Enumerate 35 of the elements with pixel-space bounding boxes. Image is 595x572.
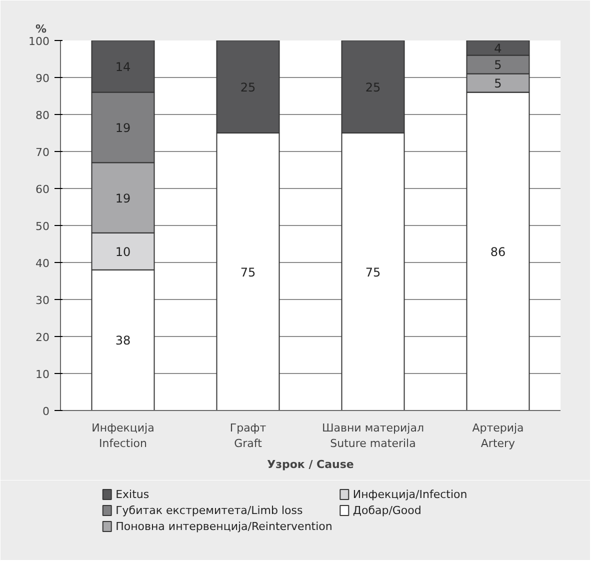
y-tick-label: 100 bbox=[28, 35, 50, 48]
data-label: 5 bbox=[494, 58, 502, 72]
x-tick-label: Артерија Artery bbox=[472, 422, 524, 450]
x-tick-label: Шавни материјал Suture materila bbox=[322, 422, 424, 450]
x-axis-title: Узрок / Cause bbox=[267, 458, 354, 472]
y-axis-title: % bbox=[36, 22, 47, 36]
legend-label: Инфекција/Infection bbox=[352, 488, 468, 501]
y-tick-label: 0 bbox=[42, 405, 50, 418]
y-tick-label: 80 bbox=[36, 109, 50, 122]
legend-label: Добар/Good bbox=[352, 504, 422, 517]
data-label: 19 bbox=[115, 191, 131, 206]
legend-label: Губитак екстремитета/Limb loss bbox=[116, 504, 304, 517]
y-tick-label: 10 bbox=[36, 368, 50, 381]
x-tick-label: Инфекција Infection bbox=[92, 422, 154, 450]
data-label: 10 bbox=[115, 244, 131, 259]
data-label: 19 bbox=[115, 120, 131, 135]
data-label: 86 bbox=[490, 244, 506, 259]
data-label: 25 bbox=[240, 80, 256, 94]
data-label: 25 bbox=[365, 80, 381, 94]
y-tick-label: 20 bbox=[36, 331, 50, 344]
y-tick-label: 30 bbox=[36, 294, 50, 307]
data-label: 75 bbox=[240, 265, 256, 280]
legend-label: Exitus bbox=[116, 488, 150, 501]
data-label: 75 bbox=[365, 265, 381, 280]
x-tick-label: Графт Graft bbox=[230, 422, 267, 450]
y-tick-label: 50 bbox=[36, 220, 50, 233]
legend-label: Поновна интервенција/Reintervention bbox=[116, 520, 332, 533]
y-tick-label: 90 bbox=[36, 72, 50, 85]
data-label: 4 bbox=[494, 41, 502, 56]
data-label: 38 bbox=[115, 334, 131, 348]
y-tick-label: 40 bbox=[36, 257, 50, 270]
y-tick-label: 70 bbox=[36, 146, 50, 159]
y-tick-label: 60 bbox=[36, 183, 50, 196]
data-label: 5 bbox=[494, 76, 502, 91]
data-label: 14 bbox=[115, 60, 131, 74]
